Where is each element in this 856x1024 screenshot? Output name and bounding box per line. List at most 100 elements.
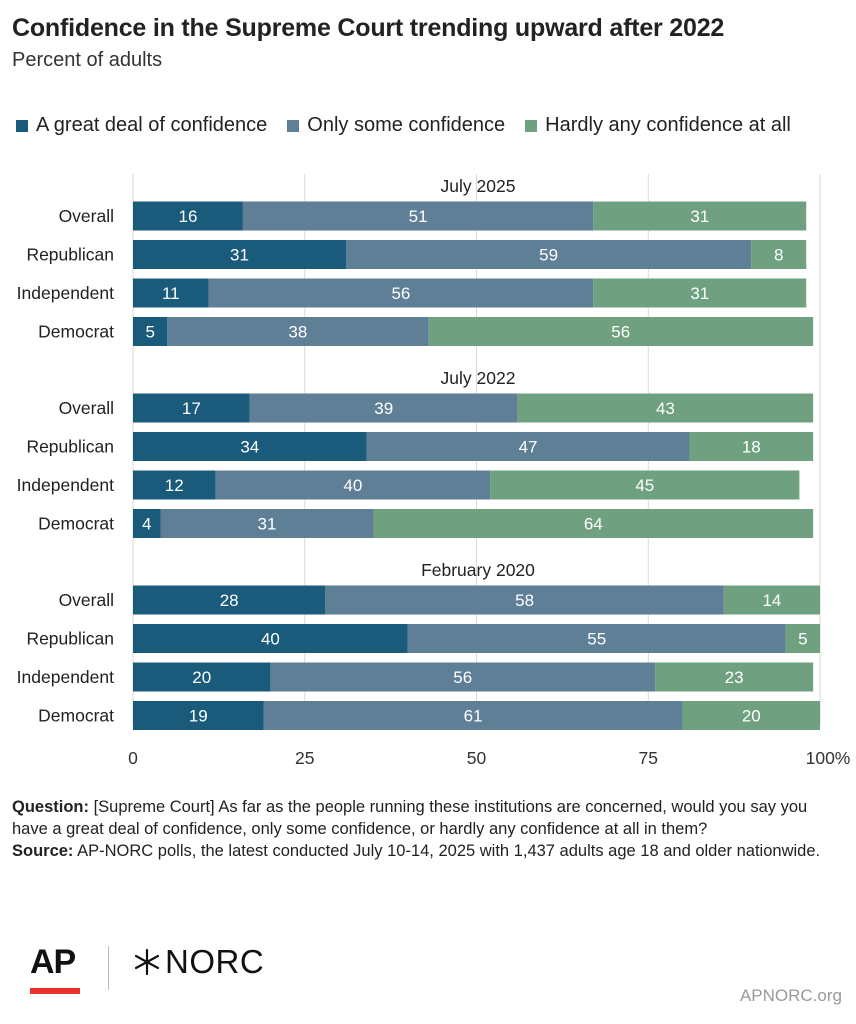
data-label: 47: [519, 438, 538, 457]
row-label: Overall: [59, 398, 114, 418]
bar-segment: [407, 624, 786, 653]
row-label: Overall: [59, 590, 114, 610]
data-label: 39: [374, 399, 393, 418]
chart-footer: Question: [Supreme Court] As far as the …: [12, 796, 842, 862]
bar-segment: [133, 585, 326, 615]
bar-segment: [133, 240, 346, 269]
data-label: 31: [230, 246, 249, 265]
norc-logo: NORC: [133, 944, 264, 980]
data-label: 34: [240, 438, 259, 457]
data-label: 18: [742, 438, 761, 457]
x-tick-label: 100%: [806, 748, 851, 768]
bar-segment: [133, 509, 161, 538]
bar-segment: [133, 701, 264, 730]
legend-item-great: A great deal of confidence: [16, 114, 267, 137]
data-label: 23: [725, 668, 744, 687]
data-label: 20: [192, 668, 211, 687]
chart-subtitle: Percent of adults: [12, 49, 163, 71]
bar-segment: [325, 585, 724, 615]
row-label: Democrat: [38, 514, 114, 534]
bar-segment: [133, 278, 209, 308]
data-label: 11: [162, 284, 180, 303]
legend-label-great: A great deal of confidence: [36, 114, 268, 136]
data-label: 56: [391, 284, 410, 303]
data-label: 5: [798, 630, 807, 649]
bar-segment: [133, 393, 250, 423]
bar-segment: [490, 470, 800, 500]
bar-segment: [689, 432, 814, 461]
data-label: 31: [258, 515, 277, 534]
data-label: 45: [635, 476, 654, 495]
bar-segment: [208, 278, 594, 308]
source-text: AP-NORC polls, the latest conducted July…: [77, 842, 821, 860]
row-label: Independent: [17, 667, 114, 687]
data-label: 12: [165, 476, 184, 495]
bar-segment: [133, 470, 216, 500]
group-title: July 2025: [441, 176, 516, 196]
row-label: Democrat: [38, 322, 114, 342]
bar-segment: [167, 317, 429, 346]
chart-title: Confidence in the Supreme Court trending…: [12, 14, 725, 42]
ap-logo: AP: [30, 944, 82, 996]
bar-segment: [428, 317, 814, 346]
data-label: 43: [656, 399, 675, 418]
x-tick-label: 75: [639, 748, 658, 768]
bar-segment: [215, 470, 491, 500]
bar-segment: [593, 278, 807, 308]
bar-segment: [242, 201, 594, 231]
source-note: Source: AP-NORC polls, the latest conduc…: [12, 840, 842, 862]
norc-logo-text: NORC: [165, 943, 265, 980]
row-label: Independent: [17, 283, 114, 303]
bar-segment: [249, 393, 518, 423]
data-label: 64: [584, 515, 603, 534]
data-label: 40: [261, 630, 280, 649]
data-label: 31: [690, 284, 709, 303]
bar-segment: [751, 240, 807, 269]
group-title: February 2020: [421, 560, 535, 580]
legend-swatch-hardly: [525, 119, 538, 132]
row-label: Independent: [17, 475, 114, 495]
data-label: 4: [142, 515, 151, 534]
bar-segment: [723, 585, 820, 615]
data-label: 58: [515, 591, 534, 610]
data-label: 28: [220, 591, 239, 610]
bar-segment: [345, 240, 752, 269]
bar-segment: [133, 624, 408, 653]
bar-segment: [263, 701, 683, 730]
row-label: Republican: [26, 629, 114, 649]
data-label: 19: [189, 707, 208, 726]
bar-segment: [366, 432, 690, 461]
data-label: 61: [464, 707, 483, 726]
legend-label-some: Only some confidence: [307, 114, 506, 136]
bar-segment: [682, 701, 820, 730]
x-tick-label: 50: [467, 748, 487, 768]
data-label: 8: [774, 246, 783, 265]
stacked-bar-chart: July 2025 Overall 16 51 31 Republican 31 59 8 Ind…: [17, 174, 851, 768]
data-label: 31: [690, 207, 709, 226]
data-label: 51: [409, 207, 428, 226]
question-note: Question: [Supreme Court] As far as the …: [12, 796, 842, 840]
data-label: 56: [453, 668, 472, 687]
bar-segment: [160, 509, 374, 538]
legend-item-some: Only some confidence: [287, 114, 505, 137]
row-label: Democrat: [38, 706, 114, 726]
x-tick-label: 25: [295, 748, 314, 768]
data-label: 20: [742, 707, 761, 726]
logos: AP NORC: [30, 944, 264, 996]
question-label: Question:: [12, 798, 89, 816]
ap-logo-text: AP: [30, 943, 76, 981]
group-title: July 2022: [441, 368, 516, 388]
data-label: 56: [611, 323, 630, 342]
row-label: Republican: [26, 245, 114, 265]
bar-segment: [785, 624, 820, 653]
data-label: 59: [539, 246, 558, 265]
data-label: 5: [145, 323, 154, 342]
question-text: [Supreme Court] As far as the people run…: [12, 798, 808, 838]
data-label: 55: [587, 630, 606, 649]
legend: A great deal of confidence Only some con…: [16, 114, 791, 137]
bar-segment: [593, 201, 807, 231]
data-label: 38: [288, 323, 307, 342]
data-label: 17: [182, 399, 201, 418]
x-tick-label: 0: [128, 748, 138, 768]
ap-logo-bar: [30, 988, 80, 994]
